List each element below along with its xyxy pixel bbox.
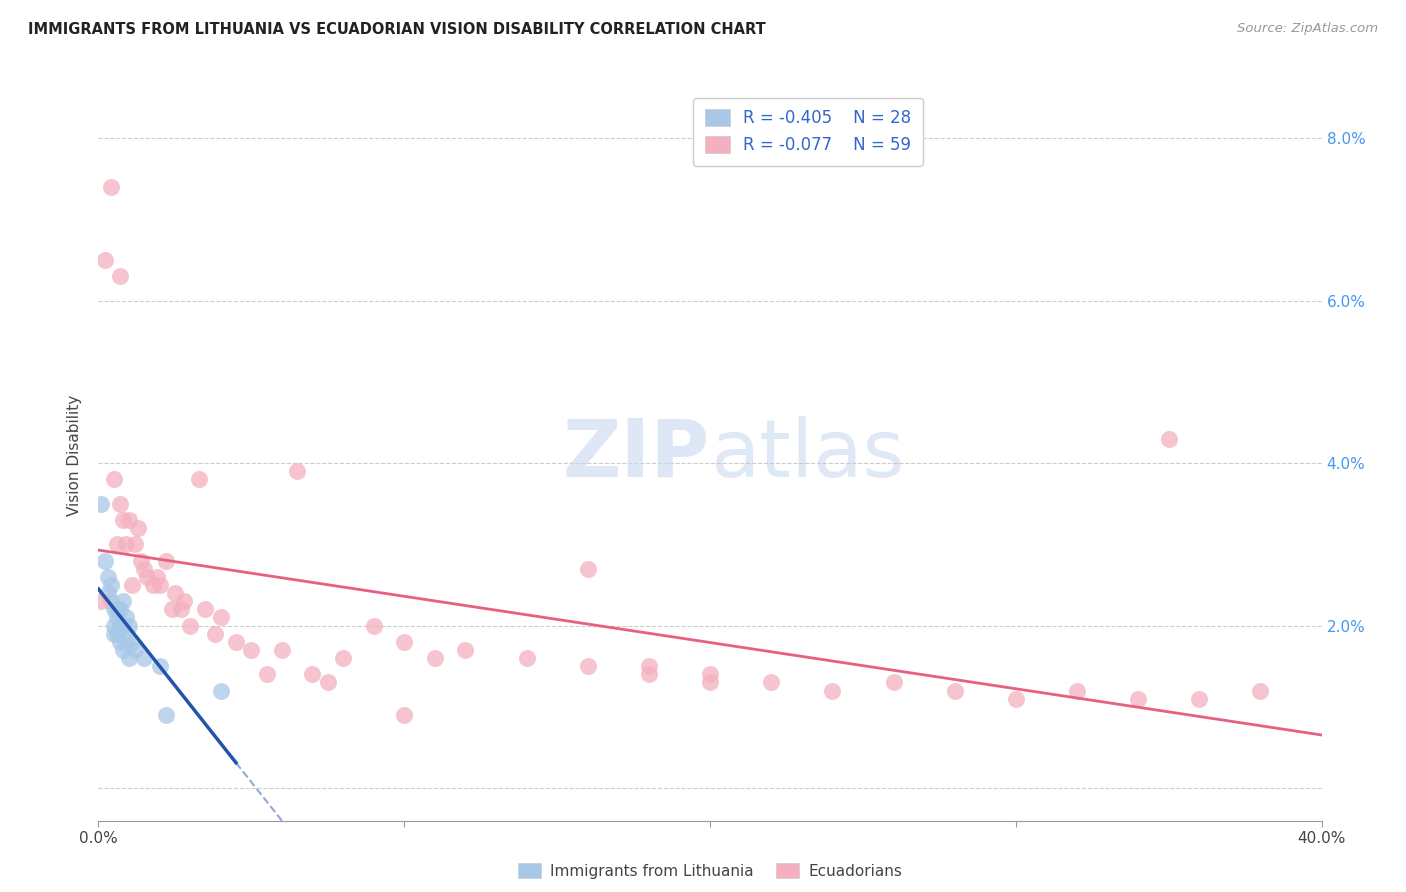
Point [392,635,416,649]
Point [149,659,172,673]
Point [111,643,134,657]
Point [576,659,599,673]
Point [1066,683,1088,698]
Point [392,708,416,723]
Point [423,651,446,665]
Text: IMMIGRANTS FROM LITHUANIA VS ECUADORIAN VISION DISABILITY CORRELATION CHART: IMMIGRANTS FROM LITHUANIA VS ECUADORIAN … [28,22,766,37]
Point [121,578,143,592]
Legend: Immigrants from Lithuania, Ecuadorians: Immigrants from Lithuania, Ecuadorians [510,855,910,886]
Y-axis label: Vision Disability: Vision Disability [67,394,83,516]
Point [516,651,538,665]
Point [332,651,354,665]
Point [118,513,141,527]
Point [105,602,128,616]
Point [105,626,128,640]
Text: Source: ZipAtlas.com: Source: ZipAtlas.com [1237,22,1378,36]
Point [97,570,120,584]
Point [108,497,131,511]
Point [90,497,112,511]
Point [90,594,112,608]
Point [121,635,143,649]
Point [124,537,146,551]
Point [100,594,122,608]
Point [883,675,905,690]
Point [100,578,122,592]
Point [699,667,721,681]
Point [111,618,134,632]
Point [454,643,477,657]
Point [301,667,323,681]
Point [173,594,195,608]
Point [145,570,167,584]
Point [225,635,247,649]
Point [155,553,177,567]
Point [188,472,211,486]
Point [1128,691,1150,706]
Point [105,537,128,551]
Point [204,626,226,640]
Point [637,667,661,681]
Point [163,586,186,600]
Point [118,651,141,665]
Point [127,521,149,535]
Point [256,667,278,681]
Point [103,472,125,486]
Point [129,553,152,567]
Point [108,635,131,649]
Point [1249,683,1271,698]
Point [1004,691,1026,706]
Point [108,269,131,284]
Point [699,675,721,690]
Point [111,594,134,608]
Point [134,651,156,665]
Text: atlas: atlas [710,416,904,494]
Point [759,675,782,690]
Point [115,610,138,624]
Point [637,659,661,673]
Point [316,675,339,690]
Point [118,618,141,632]
Point [115,537,138,551]
Point [285,464,308,478]
Point [103,626,125,640]
Point [1188,691,1211,706]
Point [97,586,120,600]
Point [136,570,159,584]
Point [108,602,131,616]
Point [170,602,193,616]
Point [194,602,217,616]
Point [270,643,292,657]
Point [103,618,125,632]
Point [103,602,125,616]
Point [105,610,128,624]
Point [93,553,115,567]
Point [93,252,115,267]
Point [160,602,183,616]
Point [363,618,385,632]
Point [149,578,172,592]
Text: ZIP: ZIP [562,416,710,494]
Point [142,578,165,592]
Point [179,618,201,632]
Point [1157,432,1180,446]
Point [943,683,966,698]
Point [821,683,844,698]
Point [576,562,599,576]
Point [115,635,138,649]
Point [124,643,146,657]
Point [209,683,232,698]
Point [100,179,122,194]
Point [108,618,131,632]
Point [111,513,134,527]
Point [134,562,156,576]
Point [240,643,263,657]
Point [155,708,177,723]
Point [209,610,232,624]
